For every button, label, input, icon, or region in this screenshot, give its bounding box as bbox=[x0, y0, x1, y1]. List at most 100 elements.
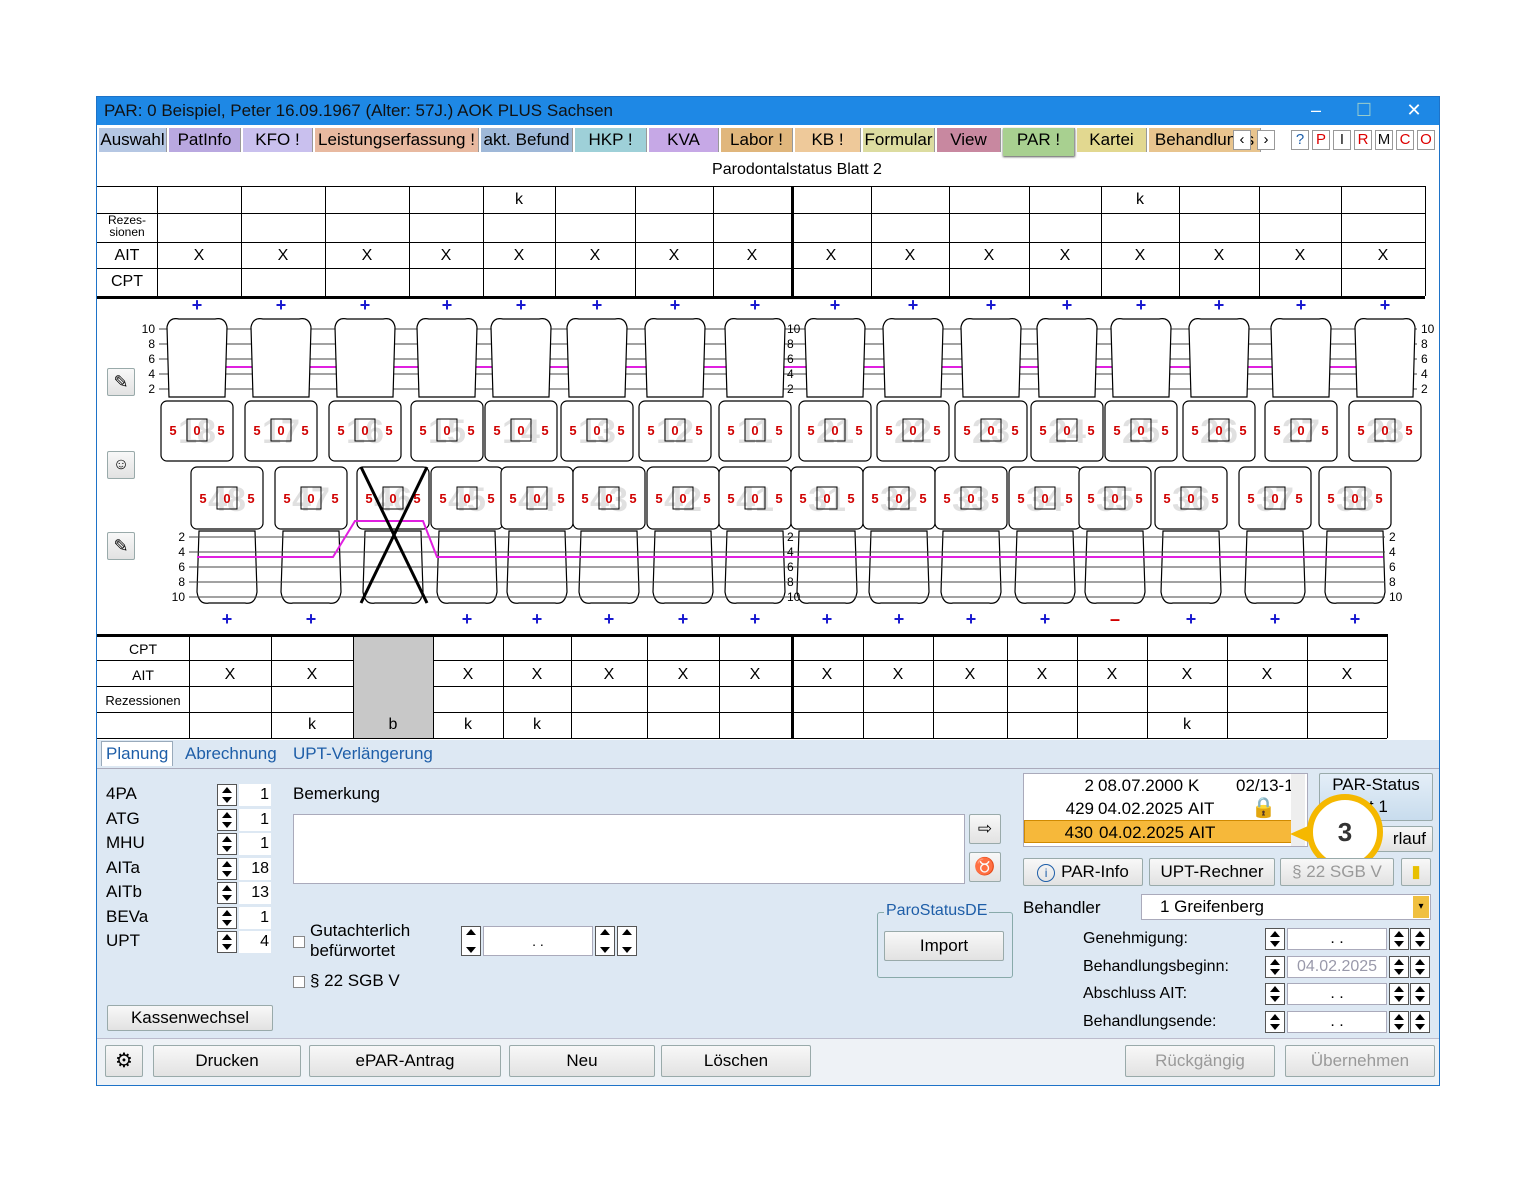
date-spin-left[interactable] bbox=[1265, 1010, 1285, 1033]
planning-spin[interactable] bbox=[217, 808, 237, 831]
uebernehmen-button[interactable]: Übernehmen bbox=[1285, 1045, 1435, 1077]
upper-tooth-root[interactable] bbox=[250, 318, 312, 398]
edit-upper-pencil-icon[interactable]: ✎ bbox=[107, 368, 135, 396]
rueckgaengig-button[interactable]: Rückgängig bbox=[1125, 1045, 1275, 1077]
plus-mark[interactable]: + bbox=[1062, 297, 1073, 315]
tab-upt-verlaengerung[interactable]: UPT-Verlängerung bbox=[293, 744, 433, 763]
remark-textarea[interactable] bbox=[293, 814, 965, 884]
plus-mark-lower[interactable]: + bbox=[306, 609, 317, 629]
tab-9[interactable]: Formular bbox=[863, 128, 935, 152]
behandler-select[interactable]: 1 Greifenberg bbox=[1141, 894, 1431, 920]
upper-tooth-root[interactable] bbox=[1188, 318, 1250, 398]
upper-tooth-root[interactable] bbox=[1354, 318, 1416, 398]
upt-rechner-button[interactable]: UPT-Rechner bbox=[1149, 858, 1275, 886]
chevron-down-icon[interactable]: ▾ bbox=[1413, 896, 1429, 918]
plus-mark-lower[interactable]: + bbox=[750, 609, 761, 629]
date-spin-left[interactable] bbox=[1265, 983, 1285, 1005]
quick-icon-4[interactable]: M bbox=[1375, 130, 1393, 150]
planning-value[interactable]: 4 bbox=[239, 931, 271, 953]
tab-6[interactable]: KVA bbox=[649, 128, 719, 152]
plus-mark[interactable]: + bbox=[986, 297, 997, 315]
tab-abrechnung[interactable]: Abrechnung bbox=[185, 744, 277, 763]
status-row[interactable]: 2 08.07.2000 K 02/13-1 bbox=[1024, 774, 1294, 797]
plus-mark-lower[interactable]: + bbox=[1350, 609, 1361, 629]
arrow-right-icon[interactable]: ⇨ bbox=[969, 814, 1001, 844]
scroll-right-icon[interactable]: › bbox=[1257, 130, 1275, 150]
planning-spin[interactable] bbox=[217, 833, 237, 855]
plus-mark[interactable]: + bbox=[360, 297, 371, 315]
plus-mark[interactable]: + bbox=[516, 297, 527, 315]
tab-5[interactable]: HKP ! bbox=[575, 128, 647, 152]
status-row[interactable]: 430 04.02.2025 AIT bbox=[1024, 820, 1294, 843]
lower-tooth-crown[interactable] bbox=[934, 466, 1008, 530]
plus-mark[interactable]: + bbox=[442, 297, 453, 315]
notes-icon[interactable]: ▮ bbox=[1401, 858, 1431, 886]
planning-spin[interactable] bbox=[217, 906, 237, 929]
status-row[interactable]: 429 04.02.2025 AIT bbox=[1024, 797, 1294, 820]
plus-mark[interactable]: + bbox=[192, 297, 203, 315]
upper-tooth-crown[interactable] bbox=[244, 400, 318, 462]
upper-tooth-crown[interactable] bbox=[1104, 400, 1178, 462]
upper-tooth-root[interactable] bbox=[644, 318, 706, 398]
upper-tooth-crown[interactable] bbox=[484, 400, 558, 462]
lower-tooth-crown[interactable] bbox=[572, 466, 646, 530]
upper-tooth-root[interactable] bbox=[960, 318, 1022, 398]
planning-value[interactable]: 13 bbox=[239, 882, 271, 904]
plus-mark[interactable]: + bbox=[1136, 297, 1147, 315]
date-spin-left[interactable] bbox=[461, 926, 481, 956]
date-spin-left[interactable] bbox=[1265, 955, 1285, 978]
tab-3[interactable]: Leistungserfassung ! bbox=[315, 128, 479, 152]
kassenwechsel-button[interactable]: Kassenwechsel bbox=[107, 1005, 273, 1031]
plus-mark[interactable]: + bbox=[1380, 297, 1391, 315]
upper-tooth-crown[interactable] bbox=[1030, 400, 1104, 462]
minimize-button[interactable]: – bbox=[1310, 100, 1321, 120]
plus-mark-lower[interactable]: + bbox=[678, 609, 689, 629]
plus-mark-lower[interactable]: + bbox=[604, 609, 615, 629]
quick-icon-5[interactable]: C bbox=[1396, 130, 1414, 150]
tab-2[interactable]: KFO ! bbox=[243, 128, 313, 152]
plus-mark-lower[interactable]: + bbox=[1270, 609, 1281, 629]
lower-tooth-crown[interactable] bbox=[190, 466, 264, 530]
date-spin-right-a[interactable] bbox=[1389, 955, 1409, 978]
lower-tooth-crown[interactable] bbox=[356, 466, 430, 530]
plus-mark-lower[interactable]: + bbox=[462, 609, 473, 629]
quick-icon-1[interactable]: P bbox=[1312, 130, 1330, 150]
plus-mark[interactable]: + bbox=[276, 297, 287, 315]
drucken-button[interactable]: Drucken bbox=[153, 1045, 301, 1077]
planning-spin[interactable] bbox=[217, 931, 237, 953]
plus-mark[interactable]: + bbox=[592, 297, 603, 315]
planning-spin[interactable] bbox=[217, 784, 237, 806]
quick-icon-0[interactable]: ? bbox=[1291, 130, 1309, 150]
quick-icon-2[interactable]: I bbox=[1333, 130, 1351, 150]
date-field[interactable]: . . bbox=[1287, 983, 1387, 1005]
date-spin-right-a[interactable] bbox=[1389, 983, 1409, 1005]
upper-tooth-root[interactable] bbox=[804, 318, 866, 398]
lower-tooth-crown[interactable] bbox=[1318, 466, 1392, 530]
quick-icon-6[interactable]: O bbox=[1417, 130, 1435, 150]
tab-11[interactable]: PAR ! bbox=[1003, 128, 1075, 156]
quick-icon-3[interactable]: R bbox=[1354, 130, 1372, 150]
tab-8[interactable]: KB ! bbox=[795, 128, 861, 152]
upper-tooth-crown[interactable] bbox=[328, 400, 402, 462]
upper-tooth-crown[interactable] bbox=[718, 400, 792, 462]
plus-mark[interactable]: + bbox=[1214, 297, 1225, 315]
par-info-button[interactable]: i PAR-Info bbox=[1023, 858, 1143, 886]
upper-tooth-root[interactable] bbox=[416, 318, 478, 398]
tooth-icon[interactable]: ♉ bbox=[969, 852, 1001, 882]
date-spin-right-a[interactable] bbox=[595, 926, 615, 956]
tab-1[interactable]: PatInfo bbox=[169, 128, 241, 152]
plus-mark-lower[interactable]: + bbox=[894, 609, 905, 629]
plus-mark[interactable]: + bbox=[1296, 297, 1307, 315]
lower-tooth-crown[interactable] bbox=[1078, 466, 1152, 530]
upper-tooth-root[interactable] bbox=[490, 318, 552, 398]
epar-antrag-button[interactable]: ePAR-Antrag bbox=[309, 1045, 501, 1077]
date-field[interactable]: . . bbox=[1287, 1010, 1387, 1033]
lower-tooth-crown[interactable] bbox=[274, 466, 348, 530]
plus-mark-lower[interactable]: + bbox=[966, 609, 977, 629]
plus-mark[interactable]: + bbox=[908, 297, 919, 315]
date-spin-right-a[interactable] bbox=[1389, 1010, 1409, 1033]
date-spin-right-b[interactable] bbox=[1410, 955, 1430, 978]
close-button[interactable]: ✕ bbox=[1406, 100, 1422, 120]
planning-value[interactable]: 1 bbox=[239, 808, 271, 831]
plus-mark-lower[interactable]: – bbox=[1110, 609, 1120, 629]
